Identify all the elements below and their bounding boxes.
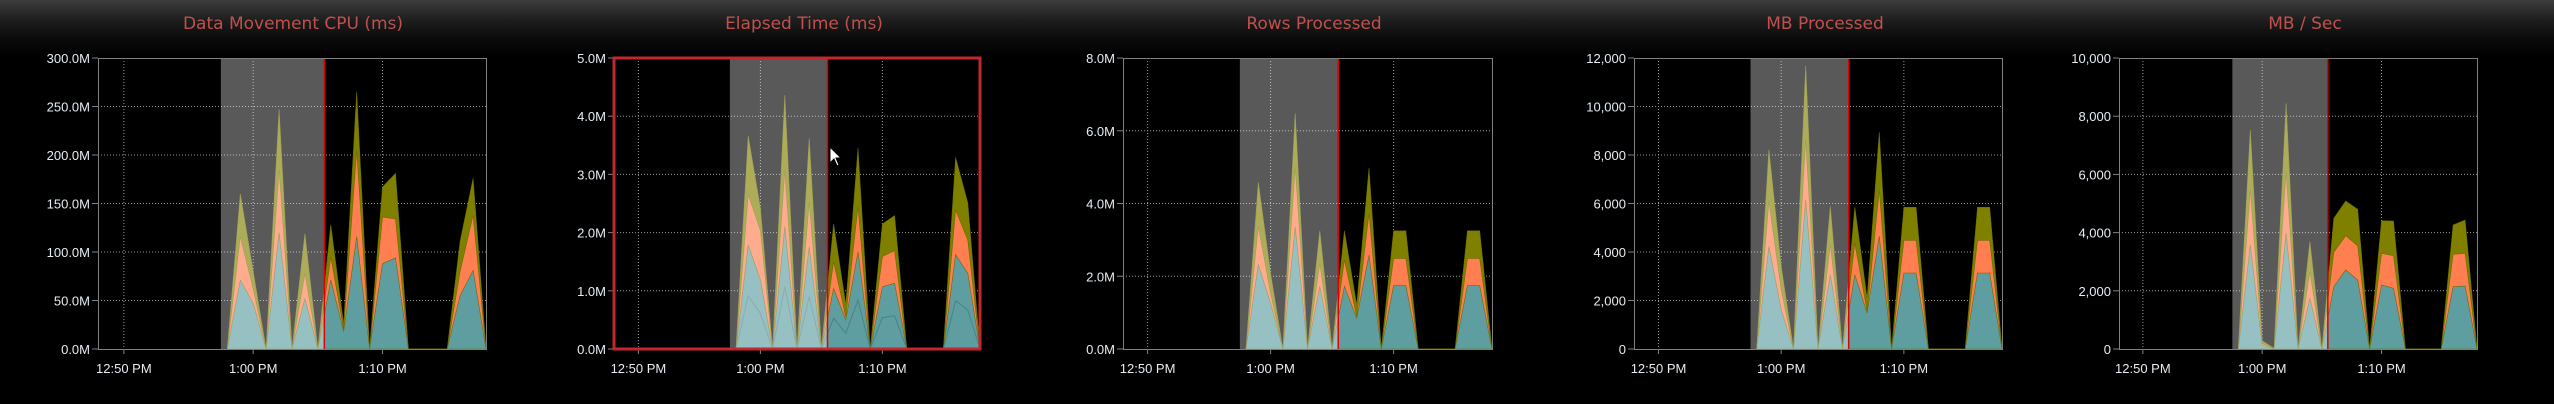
x-tick-label: 1:00 PM xyxy=(2238,361,2286,376)
x-tick-label: 1:10 PM xyxy=(1369,361,1417,376)
area-series-teal xyxy=(226,232,487,350)
y-tick-label: 100.0M xyxy=(47,245,90,260)
chart-title-mb-processed: MB Processed xyxy=(1766,14,1884,34)
x-tick-label: 1:00 PM xyxy=(1246,361,1294,376)
x-tick-label: 12:50 PM xyxy=(1631,361,1687,376)
area-series-teal xyxy=(2237,233,2478,350)
plot-frame xyxy=(98,58,487,350)
chart-elapsed-time[interactable]: 0.0M 1.0M 2.0M 3.0M 4.0M 5.0M 12:50 PM 1:00 PM 1… xyxy=(577,51,982,376)
y-tick-label: 150.0M xyxy=(47,197,90,212)
chart-rows-processed[interactable]: 0.0M 2.0M 4.0M 6.0M 8.0M 12:50 PM 1:00 PM 1:10 … xyxy=(1086,51,1493,376)
y-tick-label: 2,000 xyxy=(1593,294,1626,309)
plot-frame-highlighted xyxy=(612,56,982,351)
y-tick-label: 4.0M xyxy=(577,109,606,124)
header-band xyxy=(0,0,2554,58)
area-series-teal xyxy=(735,226,981,350)
x-tick-label: 1:10 PM xyxy=(1880,361,1928,376)
y-tick-label: 0.0M xyxy=(577,342,606,357)
y-tick-label: 6,000 xyxy=(1593,197,1626,212)
y-tick-label: 4,000 xyxy=(1593,245,1626,260)
selection-range[interactable] xyxy=(220,58,325,349)
area-series-coral xyxy=(2237,171,2478,350)
y-tick-label: 200.0M xyxy=(47,148,90,163)
chart-title-data-movement-cpu: Data Movement CPU (ms) xyxy=(182,14,404,34)
y-tick-label: 0 xyxy=(2104,342,2111,357)
area-series-teal xyxy=(1756,199,2003,350)
x-tick-label: 12:50 PM xyxy=(1120,361,1176,376)
y-tick-label: 300.0M xyxy=(47,51,90,66)
chart-mb-processed[interactable]: 0 2,000 4,000 6,000 8,000 10,000 12,000 12:50 P… xyxy=(1586,51,2003,376)
x-tick-label: 12:50 PM xyxy=(611,361,667,376)
y-tick-label: 8,000 xyxy=(1593,148,1626,163)
y-tick-label: 4.0M xyxy=(1086,197,1115,212)
y-tick-label: 2.0M xyxy=(577,226,606,241)
y-tick-label: 10,000 xyxy=(2071,51,2111,66)
chart-title-rows-processed: Rows Processed xyxy=(1246,14,1382,34)
selection-range[interactable] xyxy=(1239,58,1339,349)
plot-frame xyxy=(2119,58,2478,350)
x-tick-label: 1:10 PM xyxy=(358,361,406,376)
y-tick-label: 5.0M xyxy=(577,51,606,66)
selection-range[interactable] xyxy=(729,58,828,349)
chart-title-elapsed-time: Elapsed Time (ms) xyxy=(725,14,883,34)
x-tick-label: 12:50 PM xyxy=(2115,361,2171,376)
x-tick-label: 1:00 PM xyxy=(229,361,277,376)
area-series-teal xyxy=(1245,226,1493,350)
x-tick-label: 1:00 PM xyxy=(736,361,784,376)
y-tick-label: 4,000 xyxy=(2078,226,2111,241)
selection-range[interactable] xyxy=(1750,58,1849,349)
y-tick-label: 6,000 xyxy=(2078,167,2111,182)
chart-data-movement-cpu[interactable]: 0.0M 50.0M 100.0M 150.0M 200.0M 250.0M 300.0M 1… xyxy=(47,51,487,376)
plot-frame xyxy=(1634,58,2003,350)
area-series-olive xyxy=(2237,103,2478,350)
chart-mb-per-sec[interactable]: 0 2,000 4,000 6,000 8,000 10,000 12:50 PM 1:00 … xyxy=(2071,51,2478,376)
y-tick-label: 0 xyxy=(1619,342,1626,357)
y-tick-label: 12,000 xyxy=(1586,51,1626,66)
y-tick-label: 50.0M xyxy=(54,294,90,309)
selection-range[interactable] xyxy=(2232,58,2328,349)
mouse-pointer-icon xyxy=(829,146,843,167)
x-tick-label: 12:50 PM xyxy=(96,361,152,376)
chart-title-mb-per-sec: MB / Sec xyxy=(2268,14,2342,34)
y-tick-label: 3.0M xyxy=(577,167,606,182)
y-tick-label: 0.0M xyxy=(1086,342,1115,357)
x-tick-label: 1:10 PM xyxy=(2357,361,2405,376)
y-tick-label: 2.0M xyxy=(1086,269,1115,284)
plot-frame xyxy=(1123,58,1493,350)
y-tick-label: 250.0M xyxy=(47,100,90,115)
y-tick-label: 8.0M xyxy=(1086,51,1115,66)
y-tick-label: 0.0M xyxy=(61,342,90,357)
x-tick-label: 1:10 PM xyxy=(858,361,906,376)
y-tick-label: 10,000 xyxy=(1586,100,1626,115)
y-tick-label: 6.0M xyxy=(1086,124,1115,139)
x-tick-label: 1:00 PM xyxy=(1757,361,1805,376)
y-tick-label: 1.0M xyxy=(577,284,606,299)
y-tick-label: 8,000 xyxy=(2078,109,2111,124)
y-tick-label: 2,000 xyxy=(2078,284,2111,299)
